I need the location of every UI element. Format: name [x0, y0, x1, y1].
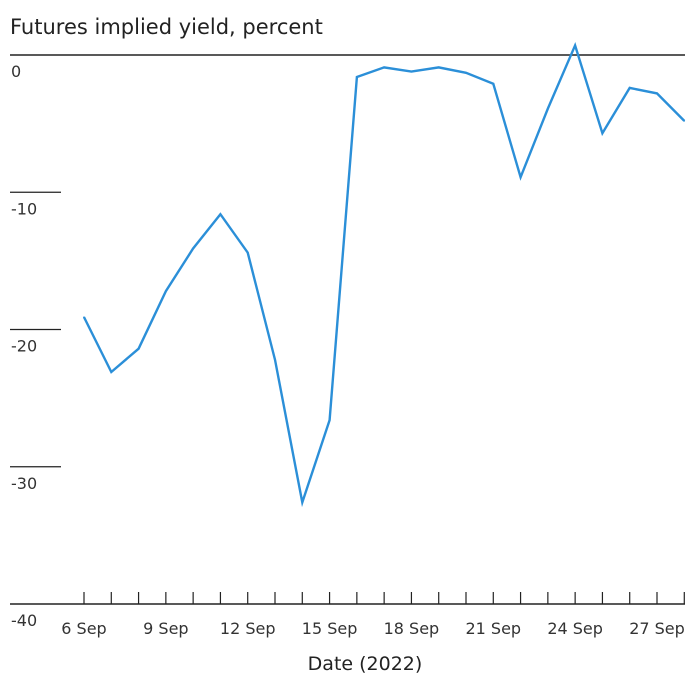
data-point [356, 76, 358, 78]
x-tick-label: 18 Sep [384, 619, 440, 638]
x-tick-label: 12 Sep [220, 619, 276, 638]
data-point [192, 247, 194, 250]
data-point [683, 120, 686, 122]
x-tick-label: 21 Sep [465, 619, 521, 638]
chart-title: Futures implied yield, percent [10, 15, 323, 39]
x-tick-label: 6 Sep [61, 619, 106, 638]
x-tick-label: 27 Sep [629, 619, 685, 638]
data-point [383, 66, 385, 69]
data-point [137, 347, 140, 350]
x-tick-label: 9 Sep [143, 619, 188, 638]
data-point [465, 72, 467, 74]
data-point [219, 213, 222, 216]
data-point [410, 70, 413, 73]
y-tick-label: 0 [11, 62, 21, 81]
data-point [492, 83, 495, 85]
x-axis-label: Date (2022) [308, 653, 423, 675]
series-line [82, 41, 686, 508]
data-point [547, 107, 549, 110]
data-point [165, 290, 167, 292]
data-point [628, 87, 631, 89]
x-tick-label: 24 Sep [547, 619, 603, 638]
y-tick-label: -30 [11, 474, 37, 493]
data-point [110, 371, 113, 373]
data-point [83, 316, 85, 318]
data-point [246, 251, 249, 254]
data-point [437, 66, 440, 69]
y-tick-label: -10 [11, 199, 37, 218]
y-tick-label: -40 [11, 611, 37, 630]
data-point [574, 44, 576, 47]
data-point [601, 132, 604, 135]
data-point [519, 176, 522, 178]
series-layer [82, 41, 686, 508]
x-axis: 6 Sep 9 Sep 12 Sep 15 Sep 18 Sep 21 Sep 24 Sep… [61, 592, 685, 638]
y-axis: 0 -10 -20 -30 -40 [10, 62, 61, 630]
data-point [301, 501, 304, 504]
data-point [328, 419, 331, 421]
y-tick-label: -20 [11, 337, 37, 356]
data-point [656, 92, 658, 95]
data-point [274, 358, 276, 361]
x-tick-label: 15 Sep [302, 619, 358, 638]
